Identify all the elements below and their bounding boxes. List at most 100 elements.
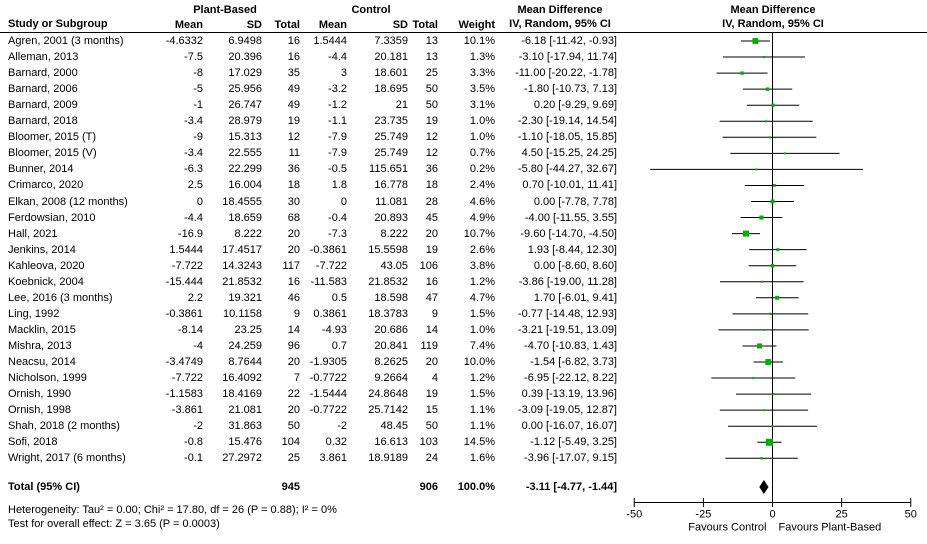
weight-cell: 14.5% bbox=[463, 436, 495, 449]
weight-header: Weight bbox=[458, 19, 495, 31]
study-row: Kahleova, 2020 -7.722 14.3243 117 -7.722 43.0… bbox=[0, 258, 630, 274]
control-sd-cell: 25.7142 bbox=[368, 404, 408, 417]
weight-cell: 10.0% bbox=[463, 356, 495, 368]
md-ci-cell: -3.10 [-17.94, 11.74] bbox=[518, 51, 617, 64]
plant-sd-cell: 15.313 bbox=[228, 131, 262, 144]
plant-sd-cell: 17.4517 bbox=[222, 243, 262, 256]
plant-mean-cell: -7.722 bbox=[171, 372, 203, 385]
study-row: Lee, 2016 (3 months) 2.2 19.321 46 0.5 18.598… bbox=[0, 290, 630, 306]
control-sd-cell: 48.45 bbox=[380, 420, 408, 433]
control-mean-cell: -1.1 bbox=[328, 115, 347, 128]
plant-mean-cell: -0.3861 bbox=[165, 307, 203, 320]
effect-marker bbox=[756, 343, 763, 349]
weight-cell: 3.1% bbox=[469, 99, 495, 112]
weight-cell: 1.3% bbox=[469, 51, 495, 64]
md-ci-cell: -6.95 [-22.12, 8.22] bbox=[524, 372, 617, 385]
control-mean-cell: 0.7 bbox=[331, 339, 347, 352]
control-total-cell: 18 bbox=[425, 179, 438, 192]
plant-mean-cell: -3.4 bbox=[184, 147, 203, 160]
md-ci-cell: -9.60 [-14.70, -4.50] bbox=[520, 227, 617, 240]
control-total-cell: 36 bbox=[425, 163, 438, 176]
total-md-ci-value: -3.11 [-4.77, -1.44] bbox=[525, 481, 617, 493]
control-sd-cell: 18.695 bbox=[374, 83, 408, 96]
plant-total-cell: 22 bbox=[287, 388, 300, 401]
control-sd-cell: 20.686 bbox=[374, 323, 408, 336]
plant-mean-cell: 2.2 bbox=[187, 291, 203, 304]
control-mean-cell: -4.4 bbox=[328, 51, 347, 64]
effect-marker bbox=[771, 103, 775, 107]
plant-sd-cell: 14.3243 bbox=[222, 259, 262, 272]
control-mean-cell: -11.583 bbox=[310, 275, 348, 288]
md-ci-cell: -3.96 [-17.07, 9.15] bbox=[524, 452, 617, 465]
study-label: Elkan, 2008 (12 months) bbox=[8, 195, 128, 208]
study-label: Ferdowsian, 2010 bbox=[8, 211, 96, 224]
control-total-cell: 45 bbox=[425, 211, 438, 224]
weight-cell: 10.1% bbox=[463, 35, 495, 47]
md-ci-cell: 1.93 [-8.44, 12.30] bbox=[527, 243, 617, 256]
plant-total-cell: 7 bbox=[293, 372, 300, 385]
plant-sd-cell: 19.321 bbox=[228, 291, 262, 304]
weight-cell: 3.3% bbox=[469, 67, 495, 80]
control-sd-header: SD bbox=[392, 19, 408, 31]
plant-total-cell: 20 bbox=[287, 243, 300, 256]
weight-cell: 1.0% bbox=[469, 115, 495, 128]
effect-marker bbox=[762, 409, 765, 412]
study-row: Jenkins, 2014 1.5444 17.4517 20 -0.3861 15.55… bbox=[0, 242, 630, 258]
control-mean-cell: 0 bbox=[340, 195, 347, 208]
study-row: Koebnick, 2004 -15.444 21.8532 16 -11.583 21.… bbox=[0, 274, 630, 290]
md-ci-cell: -2.30 [-19.14, 14.54] bbox=[517, 115, 617, 128]
study-row: Barnard, 2018 -3.4 28.979 19 -1.1 23.735 19 1.0… bbox=[0, 113, 630, 129]
md-ci-cell: -1.12 [-5.49, 3.25] bbox=[530, 436, 617, 449]
favours-plant-based-label: Favours Plant-Based bbox=[779, 521, 882, 533]
weight-cell: 2.4% bbox=[469, 179, 495, 192]
effect-marker bbox=[765, 359, 772, 365]
plant-mean-cell: 2.5 bbox=[187, 179, 203, 192]
control-sd-cell: 115.651 bbox=[369, 163, 408, 176]
x-axis-tick-label: -50 bbox=[626, 508, 642, 520]
control-sd-cell: 15.5598 bbox=[368, 243, 408, 256]
total-row: Total (95% CI) 945 906 100.0% -3.11 [-4.… bbox=[0, 479, 630, 495]
plant-sd-cell: 8.7644 bbox=[228, 356, 262, 368]
plant-total-cell: 14 bbox=[287, 323, 300, 336]
summary-diamond-icon bbox=[759, 480, 769, 494]
study-row: Bloomer, 2015 (V) -3.4 22.555 11 -7.9 25.749 1… bbox=[0, 145, 630, 161]
study-column-header: Study or Subgroup bbox=[8, 18, 108, 30]
plant-sd-cell: 27.2972 bbox=[222, 452, 262, 465]
study-row: Neacsu, 2014 -3.4749 8.7644 20 -1.9305 8.2625… bbox=[0, 354, 630, 370]
study-row: Macklin, 2015 -8.14 23.25 14 -4.93 20.686 14 1.… bbox=[0, 322, 630, 338]
plant-sd-cell: 22.555 bbox=[228, 147, 262, 160]
control-mean-cell: -7.9 bbox=[328, 147, 347, 160]
control-total-header: Total bbox=[412, 19, 438, 31]
plant-sd-cell: 28.979 bbox=[228, 115, 262, 128]
control-mean-cell: -0.5 bbox=[328, 163, 347, 176]
plant-total-cell: 11 bbox=[288, 147, 300, 160]
weight-cell: 3.5% bbox=[469, 83, 495, 96]
control-mean-cell: -4.93 bbox=[321, 323, 347, 336]
control-sd-cell: 20.893 bbox=[374, 211, 408, 224]
effect-marker bbox=[771, 425, 774, 428]
study-label: Ling, 1992 bbox=[8, 307, 60, 320]
weight-cell: 0.7% bbox=[469, 147, 495, 160]
weight-cell: 10.7% bbox=[463, 227, 495, 240]
study-row: Ling, 1992 -0.3861 10.1158 9 0.3861 18.3783 9 1… bbox=[0, 306, 630, 322]
md-ci-cell: 0.20 [-9.29, 9.69] bbox=[533, 99, 617, 112]
study-label: Sofi, 2018 bbox=[8, 436, 58, 449]
md-ci-cell: 0.00 [-8.60, 8.60] bbox=[533, 259, 617, 272]
control-total-cell: 12 bbox=[425, 147, 438, 160]
plant-total-cell: 16 bbox=[287, 51, 300, 64]
total-weight: 100.0% bbox=[457, 481, 495, 493]
study-row: Ornish, 1990 -1.1583 18.4169 22 -1.5444 24.86… bbox=[0, 386, 630, 402]
plant-total-cell: 50 bbox=[287, 420, 300, 433]
plant-mean-cell: -2 bbox=[193, 420, 203, 433]
plant-total-cell: 20 bbox=[287, 356, 300, 368]
study-label: Hall, 2021 bbox=[8, 227, 58, 240]
study-row: Shah, 2018 (2 months) -2 31.863 50 -2 48.45 50… bbox=[0, 418, 630, 434]
plant-total-cell: 20 bbox=[287, 227, 300, 240]
plant-based-group-header: Plant-Based bbox=[193, 4, 257, 16]
weight-cell: 4.6% bbox=[469, 195, 495, 208]
effect-marker bbox=[742, 230, 749, 237]
effect-marker bbox=[760, 280, 763, 283]
control-total-cell: 19 bbox=[425, 388, 438, 401]
x-axis-tick-label: 50 bbox=[905, 508, 917, 520]
control-sd-cell: 24.8648 bbox=[368, 388, 408, 401]
